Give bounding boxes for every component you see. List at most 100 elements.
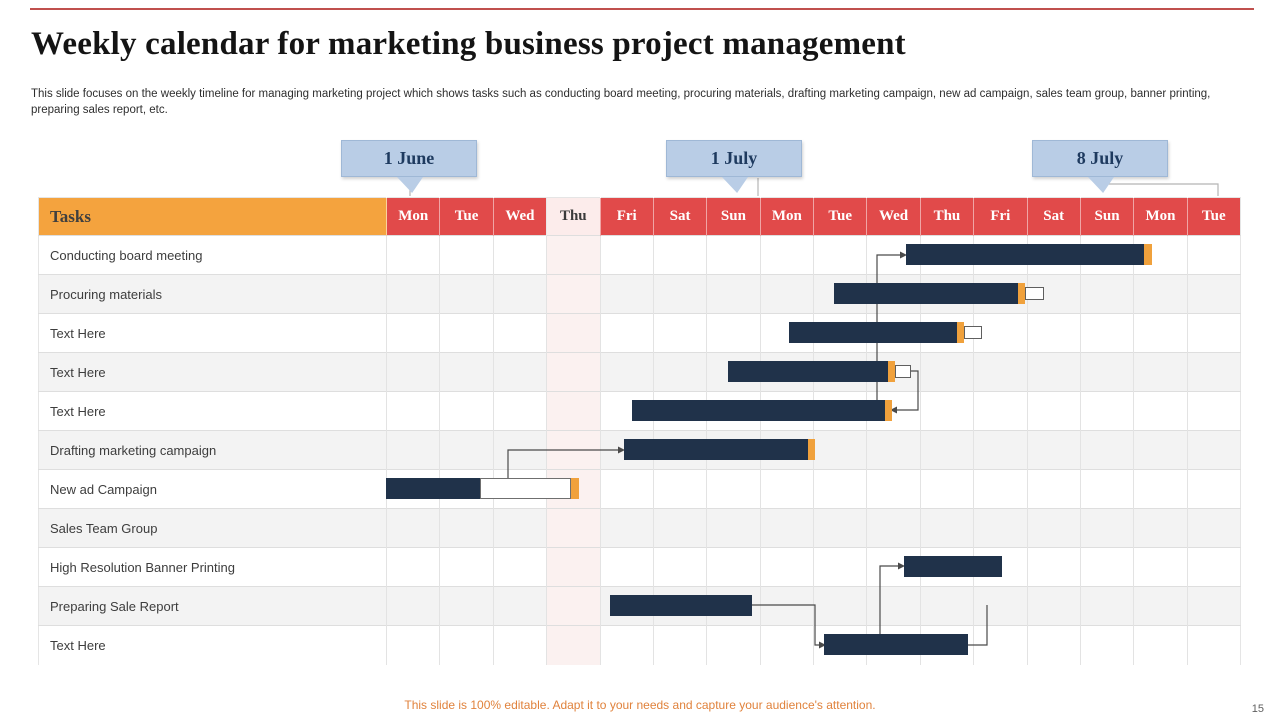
task-label: Text Here <box>38 391 387 431</box>
grid-cell <box>866 625 921 665</box>
grid-cell <box>919 586 974 626</box>
grid-cell <box>492 274 547 314</box>
grid-cell <box>866 469 921 509</box>
grid-cell <box>706 274 761 314</box>
grid-cell <box>599 547 654 587</box>
day-header-13-sun: Sun <box>1079 197 1134 236</box>
grid-cell <box>385 586 440 626</box>
date-callout-label: 1 June <box>383 148 435 168</box>
grid-cell <box>546 430 600 470</box>
grid-cell <box>385 547 440 587</box>
grid-cell <box>1186 313 1241 353</box>
task-row: High Resolution Banner Printing <box>38 547 1241 587</box>
grid-cell <box>599 508 654 548</box>
grid-cell <box>652 391 707 431</box>
grid-cell <box>599 625 654 665</box>
grid-cell <box>439 508 494 548</box>
task-label: Conducting board meeting <box>38 235 387 275</box>
grid-cell <box>1026 352 1081 392</box>
grid-cell <box>599 469 654 509</box>
grid-cell <box>866 274 921 314</box>
grid-cell <box>599 235 654 275</box>
grid-cell <box>1026 313 1081 353</box>
gantt-chart: Tasks Mon Tue Wed Thu Fri Sat Sun Mon Tue Wed Thu Fr… <box>38 197 1241 665</box>
grid-cell <box>385 625 440 665</box>
grid-cell <box>706 547 761 587</box>
grid-cell <box>546 235 600 275</box>
grid-cell <box>812 469 867 509</box>
grid-cell <box>706 469 761 509</box>
grid-cell <box>1133 235 1188 275</box>
grid-cell <box>1133 586 1188 626</box>
grid-cell <box>1079 430 1134 470</box>
date-callout-1-july: 1 July <box>666 140 802 193</box>
day-header-4-fri: Fri <box>599 197 654 236</box>
footer-note: This slide is 100% editable. Adapt it to… <box>404 698 876 712</box>
task-label: Preparing Sale Report <box>38 586 387 626</box>
grid-cell <box>492 391 547 431</box>
grid-cell <box>439 391 494 431</box>
grid-cell <box>1186 586 1241 626</box>
grid-cell <box>652 547 707 587</box>
callout-tail <box>1088 177 1114 193</box>
date-callout-label: 1 July <box>710 148 758 168</box>
grid-cell <box>439 586 494 626</box>
grid-cell <box>599 430 654 470</box>
grid-cell <box>385 235 440 275</box>
grid-cell <box>1186 274 1241 314</box>
task-label: Text Here <box>38 352 387 392</box>
grid-cell <box>1079 352 1134 392</box>
grid-cell <box>1133 547 1188 587</box>
grid-cell <box>492 235 547 275</box>
grid-cell <box>973 391 1027 431</box>
grid-cell <box>652 586 707 626</box>
grid-cell <box>812 547 867 587</box>
date-callout-label: 8 July <box>1076 148 1124 168</box>
task-row: Text Here <box>38 313 1241 353</box>
callout-tail <box>722 177 748 193</box>
grid-cell <box>973 274 1027 314</box>
grid-cell <box>1186 508 1241 548</box>
grid-cell <box>439 235 494 275</box>
grid-cell <box>866 508 921 548</box>
grid-cell <box>652 313 707 353</box>
grid-cell <box>385 313 440 353</box>
grid-cell <box>1186 625 1241 665</box>
slide-title: Weekly calendar for marketing business p… <box>31 26 906 62</box>
grid-cell <box>919 235 974 275</box>
grid-cell <box>919 547 974 587</box>
grid-cell <box>439 313 494 353</box>
day-header-2-wed: Wed <box>492 197 547 236</box>
grid-cell <box>385 352 440 392</box>
grid-cell <box>546 586 600 626</box>
grid-cell <box>1026 469 1081 509</box>
grid-cell <box>919 430 974 470</box>
tasks-column-header: Tasks <box>38 197 387 236</box>
grid-cell <box>492 430 547 470</box>
slide-description: This slide focuses on the weekly timelin… <box>31 88 1211 117</box>
grid-cell <box>1133 469 1188 509</box>
grid-cell <box>866 391 921 431</box>
grid-cell <box>1186 391 1241 431</box>
task-label: High Resolution Banner Printing <box>38 547 387 587</box>
day-header-15-tue: Tue <box>1186 197 1241 236</box>
grid-cell <box>599 274 654 314</box>
grid-cell <box>385 391 440 431</box>
grid-cell <box>1026 391 1081 431</box>
grid-cell <box>812 274 867 314</box>
grid-cell <box>866 430 921 470</box>
grid-cell <box>759 469 814 509</box>
grid-cell <box>1079 547 1134 587</box>
grid-cell <box>1079 274 1134 314</box>
grid-cell <box>759 625 814 665</box>
grid-cell <box>919 469 974 509</box>
grid-cell <box>546 274 600 314</box>
grid-cell <box>492 625 547 665</box>
gantt-header-row: Tasks Mon Tue Wed Thu Fri Sat Sun Mon Tue Wed Thu Fr… <box>38 197 1241 236</box>
callout-pointer-line <box>1102 183 1219 196</box>
grid-cell <box>652 352 707 392</box>
grid-cell <box>385 274 440 314</box>
grid-cell <box>866 313 921 353</box>
grid-cell <box>866 235 921 275</box>
grid-cell <box>652 625 707 665</box>
